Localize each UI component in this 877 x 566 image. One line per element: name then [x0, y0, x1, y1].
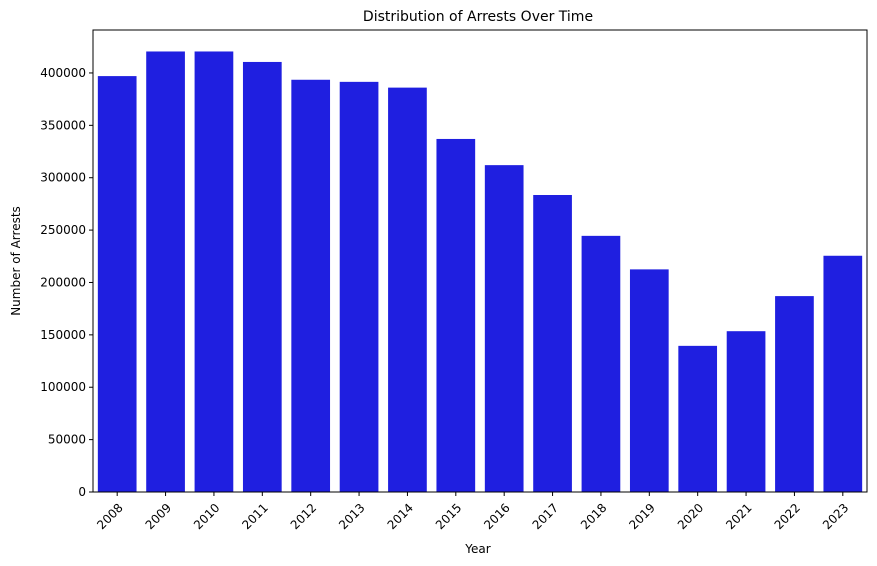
x-tick-label: 2009	[143, 501, 174, 532]
y-tick-label: 400000	[40, 66, 86, 80]
y-tick-label: 150000	[40, 328, 86, 342]
bar-2008	[97, 76, 137, 492]
y-axis: 0 50000 100000 150000 200000 250000 300000 3500…	[40, 66, 93, 499]
x-tick-label: 2008	[94, 501, 125, 532]
bar-2020	[678, 345, 718, 492]
x-tick-label: 2014	[385, 501, 416, 532]
y-tick-label: 0	[78, 485, 86, 499]
y-tick-label: 250000	[40, 223, 86, 237]
bar-2021	[726, 331, 766, 492]
y-tick-label: 300000	[40, 171, 86, 185]
bar-2013	[339, 81, 379, 492]
x-axis: 2008 2009 2010 2011 2012 2013 2014 2015 2016 2017…	[94, 492, 851, 532]
bars-group	[97, 51, 863, 492]
chart-title: Distribution of Arrests Over Time	[363, 9, 593, 25]
x-tick-label: 2018	[578, 501, 609, 532]
y-axis-label: Number of Arrests	[9, 206, 23, 316]
y-tick-label: 100000	[40, 380, 86, 394]
bar-2011	[242, 61, 282, 492]
bar-2018	[581, 235, 621, 492]
x-tick-label: 2010	[191, 501, 222, 532]
y-tick-label: 50000	[48, 433, 86, 447]
x-tick-label: 2019	[626, 501, 657, 532]
x-tick-label: 2023	[820, 501, 851, 532]
y-tick-label: 350000	[40, 118, 86, 132]
y-tick-label: 200000	[40, 275, 86, 289]
x-tick-label: 2013	[336, 501, 367, 532]
bar-2016	[484, 165, 524, 492]
x-tick-label: 2021	[723, 501, 754, 532]
x-tick-label: 2020	[675, 501, 706, 532]
bar-2022	[775, 296, 814, 492]
bar-2010	[194, 51, 234, 492]
x-tick-label: 2012	[288, 501, 319, 532]
x-tick-label: 2015	[433, 501, 464, 532]
plot-frame	[92, 29, 868, 493]
bar-2017	[533, 195, 572, 492]
bar-2015	[436, 138, 476, 492]
x-axis-label: Year	[464, 542, 490, 556]
bar-2019	[629, 269, 669, 492]
bar-2023	[823, 255, 863, 492]
bar-2012	[291, 79, 331, 492]
x-tick-label: 2011	[239, 501, 270, 532]
bar-2014	[388, 87, 427, 492]
x-tick-label: 2016	[481, 501, 512, 532]
x-tick-label: 2022	[772, 501, 803, 532]
x-tick-label: 2017	[530, 501, 561, 532]
bar-2009	[146, 51, 185, 492]
